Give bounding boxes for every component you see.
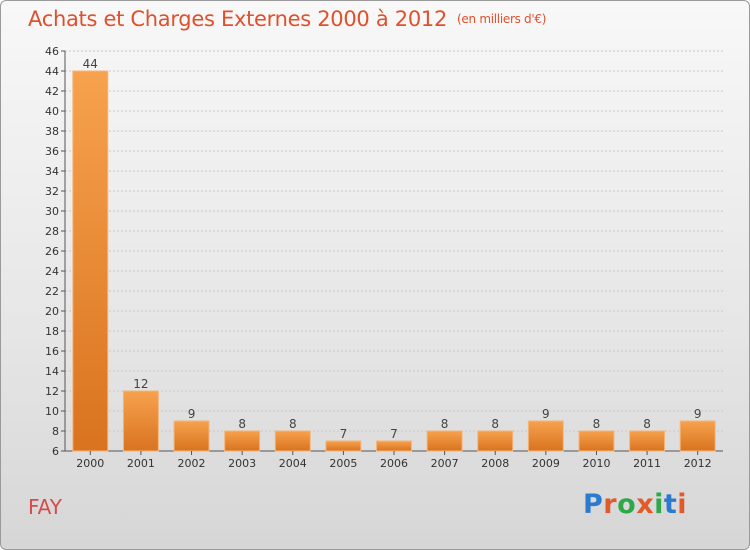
brand-letter: i bbox=[677, 489, 688, 520]
y-tick-label: 36 bbox=[45, 145, 59, 158]
bar bbox=[224, 430, 261, 452]
y-tick-label: 38 bbox=[45, 125, 59, 138]
y-tick-label: 8 bbox=[52, 425, 59, 438]
chart-unit: (en milliers d'€) bbox=[457, 12, 547, 26]
brand-letter: t bbox=[663, 489, 678, 520]
y-tick-label: 28 bbox=[45, 225, 59, 238]
y-tick-label: 26 bbox=[45, 245, 59, 258]
x-tick-label: 2002 bbox=[178, 457, 206, 470]
x-tick-label: 2012 bbox=[684, 457, 712, 470]
proxiti-logo: Proxiti bbox=[583, 489, 687, 520]
x-tick-label: 2006 bbox=[380, 457, 408, 470]
bar-value-label: 9 bbox=[188, 407, 196, 421]
y-tick-label: 6 bbox=[52, 445, 59, 458]
brand-letter: r bbox=[603, 489, 618, 520]
bar-value-label: 8 bbox=[593, 417, 601, 431]
bar bbox=[325, 440, 362, 452]
commune-name: FAY bbox=[28, 495, 63, 519]
brand-letter: x bbox=[636, 489, 655, 520]
x-tick-label: 2000 bbox=[76, 457, 104, 470]
x-tick-label: 2008 bbox=[481, 457, 509, 470]
y-tick-label: 40 bbox=[45, 105, 59, 118]
y-tick-label: 22 bbox=[45, 285, 59, 298]
chart-title-text: Achats et Charges Externes 2000 à 2012 bbox=[28, 7, 448, 31]
bar-value-label: 8 bbox=[491, 417, 499, 431]
bar bbox=[122, 390, 159, 452]
bar bbox=[274, 430, 311, 452]
bar bbox=[173, 420, 210, 452]
bar bbox=[527, 420, 564, 452]
bar bbox=[578, 430, 615, 452]
y-tick-label: 24 bbox=[45, 265, 59, 278]
y-tick-label: 18 bbox=[45, 325, 59, 338]
bar bbox=[376, 440, 412, 452]
x-tick-label: 2010 bbox=[582, 457, 610, 470]
bar-value-label: 9 bbox=[542, 407, 550, 421]
bar bbox=[477, 430, 514, 452]
bar-value-label: 9 bbox=[694, 407, 702, 421]
chart-title: Achats et Charges Externes 2000 à 2012 (e… bbox=[28, 7, 546, 31]
y-tick-label: 30 bbox=[45, 205, 59, 218]
bar-value-label: 7 bbox=[340, 427, 348, 441]
x-tick-label: 2003 bbox=[228, 457, 256, 470]
x-tick-label: 2005 bbox=[329, 457, 357, 470]
y-tick-label: 34 bbox=[45, 165, 59, 178]
x-tick-label: 2007 bbox=[431, 457, 459, 470]
y-tick-label: 14 bbox=[45, 365, 59, 378]
bar-value-label: 8 bbox=[238, 417, 246, 431]
bar-value-label: 7 bbox=[390, 427, 398, 441]
bar-value-label: 44 bbox=[83, 57, 98, 71]
brand-letter: i bbox=[654, 489, 664, 520]
bar-value-label: 12 bbox=[133, 377, 148, 391]
bar bbox=[679, 420, 716, 452]
bar-value-label: 8 bbox=[441, 417, 449, 431]
y-tick-label: 32 bbox=[45, 185, 59, 198]
y-tick-label: 16 bbox=[45, 345, 59, 358]
y-tick-label: 20 bbox=[45, 305, 59, 318]
x-tick-label: 2001 bbox=[127, 457, 155, 470]
bar bbox=[426, 430, 463, 452]
bar-value-label: 8 bbox=[289, 417, 297, 431]
y-tick-label: 10 bbox=[45, 405, 59, 418]
brand-letter: o bbox=[617, 489, 637, 520]
bar bbox=[72, 70, 109, 452]
y-tick-label: 42 bbox=[45, 85, 59, 98]
y-tick-label: 44 bbox=[45, 65, 59, 78]
y-tick-label: 46 bbox=[45, 45, 59, 58]
bar bbox=[629, 430, 666, 452]
x-tick-label: 2009 bbox=[532, 457, 560, 470]
brand-letter: P bbox=[583, 489, 604, 520]
x-tick-label: 2011 bbox=[633, 457, 661, 470]
y-tick-label: 12 bbox=[45, 385, 59, 398]
bar-value-label: 8 bbox=[643, 417, 651, 431]
x-tick-label: 2004 bbox=[279, 457, 307, 470]
